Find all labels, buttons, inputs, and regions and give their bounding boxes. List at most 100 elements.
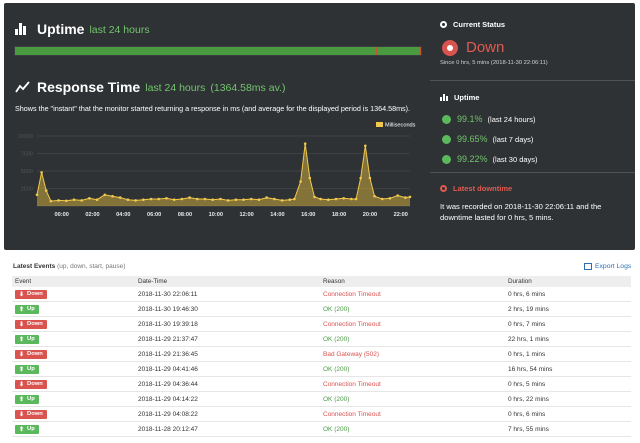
duration-cell: 7 hrs, 55 mins xyxy=(508,425,549,433)
data-point xyxy=(49,199,53,203)
latest-downtime-header: Latest downtime xyxy=(430,179,630,197)
data-point xyxy=(249,197,253,201)
data-point xyxy=(180,197,184,201)
data-point xyxy=(313,195,316,199)
x-tick-label: 20:00 xyxy=(363,212,377,218)
uptime-period: (last 7 days) xyxy=(492,134,534,144)
status-text: Down xyxy=(466,39,505,56)
column-header-datetime: Date-Time xyxy=(138,278,168,285)
uptime-box-title: Uptime xyxy=(454,92,480,102)
data-point xyxy=(368,176,372,180)
arrow-down-icon: ⬇ xyxy=(19,291,25,298)
latest-downtime-title: Latest downtime xyxy=(453,183,513,193)
data-point xyxy=(219,197,222,201)
data-point xyxy=(359,176,362,180)
table-body: ⬇ Down 2018-11-30 22:06:11 Connection Timeo… xyxy=(12,287,631,437)
latest-downtime-box: Latest downtime It was recorded on 2018-… xyxy=(430,179,630,223)
event-label: Down xyxy=(27,381,43,387)
events-subtitle: (up, down, start, pause) xyxy=(57,263,126,270)
event-badge: ⬆ Up xyxy=(15,394,39,404)
table-row: ⬆ Up 2018-11-29 21:37:47 OK (200) 22 hrs, 1 … xyxy=(12,332,631,347)
event-cell: ⬇ Down xyxy=(12,379,138,389)
uptime-percent: 99.22% xyxy=(457,154,488,164)
uptime-row: 99.22% (last 30 days) xyxy=(430,149,630,169)
x-tick-label: 10:00 xyxy=(209,212,223,218)
event-cell: ⬆ Up xyxy=(12,334,138,344)
data-point xyxy=(157,197,161,201)
data-point xyxy=(165,197,168,200)
datetime-cell: 2018-11-28 20:12:47 xyxy=(138,425,198,433)
arrow-up-icon: ⬆ xyxy=(19,396,25,403)
uptime-period: (last 24 hours) xyxy=(487,114,536,124)
response-time-chart[interactable]: 10000 7500 5000 2500 00:00 02:00 04:00 06:00 08:… xyxy=(10,118,422,228)
legend-label: Milliseconds xyxy=(385,123,416,129)
datetime-cell: 2018-11-29 21:36:45 xyxy=(138,350,198,358)
arrow-down-icon: ⬇ xyxy=(19,321,25,328)
x-tick-label: 22:00 xyxy=(394,212,408,218)
data-point xyxy=(111,194,114,198)
data-point xyxy=(299,180,302,183)
event-badge: ⬇ Down xyxy=(15,289,47,299)
datetime-cell: 2018-11-29 04:41:46 xyxy=(138,365,198,373)
x-tick-label: 06:00 xyxy=(147,212,161,218)
data-point xyxy=(134,199,137,202)
reason-cell: Bad Gateway (502) xyxy=(323,350,380,358)
uptime-heading: Uptime last 24 hours xyxy=(15,20,150,38)
data-point xyxy=(350,197,353,201)
divider xyxy=(430,172,635,173)
column-header-reason: Reason xyxy=(323,278,345,285)
x-tick-label: 02:00 xyxy=(85,212,99,218)
status-since: Since 0 hrs, 5 mins (2018-11-30 22:06:11… xyxy=(440,60,548,66)
data-point xyxy=(354,197,358,201)
main-panel: Uptime last 24 hours Response Time last … xyxy=(10,11,422,245)
arrow-down-icon: ⬇ xyxy=(19,351,25,358)
uptime-bar[interactable] xyxy=(14,46,422,56)
table-header: Event Date-Time Reason Duration xyxy=(12,276,631,287)
datetime-cell: 2018-11-30 19:39:18 xyxy=(138,320,198,328)
event-label: Up xyxy=(27,426,35,432)
alert-icon xyxy=(440,184,447,192)
export-logs-link[interactable]: Export Logs xyxy=(584,263,631,270)
column-header-event: Event xyxy=(15,278,32,285)
data-point xyxy=(35,193,39,197)
table-row: ⬆ Up 2018-11-29 04:14:22 OK (200) 0 hrs, 22 … xyxy=(12,392,631,407)
event-cell: ⬆ Up xyxy=(12,394,138,404)
status-dot-icon xyxy=(442,114,451,124)
data-point xyxy=(327,198,330,201)
arrow-down-icon: ⬇ xyxy=(19,411,25,418)
data-point xyxy=(103,193,107,197)
arrow-down-icon: ⬇ xyxy=(19,381,25,388)
event-badge: ⬇ Down xyxy=(15,379,47,389)
table-row: ⬆ Up 2018-11-29 04:41:46 OK (200) 16 hrs, 54… xyxy=(12,362,631,377)
event-label: Up xyxy=(27,396,35,402)
arrow-up-icon: ⬆ xyxy=(19,306,25,313)
current-status-box: Current Status Down Since 0 hrs, 5 mins … xyxy=(430,15,630,66)
reason-cell: OK (200) xyxy=(323,425,350,433)
table-row: ⬇ Down 2018-11-29 21:36:45 Bad Gateway (502… xyxy=(12,347,631,362)
events-title: Latest Events xyxy=(13,263,56,270)
data-point xyxy=(195,197,199,201)
data-point xyxy=(234,198,238,201)
export-logs-label: Export Logs xyxy=(595,263,632,270)
event-cell: ⬇ Down xyxy=(12,349,138,359)
table-row: ⬆ Up 2018-11-28 20:12:47 OK (200) 7 hrs, 55 … xyxy=(12,422,631,437)
x-tick-label: 14:00 xyxy=(270,212,284,218)
x-tick-label: 04:00 xyxy=(116,212,130,218)
arrow-up-icon: ⬆ xyxy=(19,426,25,433)
data-point xyxy=(142,198,145,201)
data-point xyxy=(342,197,346,200)
event-badge: ⬆ Up xyxy=(15,304,39,314)
event-badge: ⬆ Up xyxy=(15,364,39,374)
event-cell: ⬇ Down xyxy=(12,289,138,299)
data-point xyxy=(280,199,284,202)
data-point xyxy=(373,194,376,198)
reason-cell: OK (200) xyxy=(323,395,350,403)
export-icon xyxy=(584,263,592,270)
data-point xyxy=(95,198,99,201)
duration-cell: 0 hrs, 1 mins xyxy=(508,350,546,358)
uptime-row: 99.1% (last 24 hours) xyxy=(430,109,630,129)
data-point xyxy=(396,194,399,197)
reason-cell: Connection Timeout xyxy=(323,320,381,328)
y-tick-label: 5000 xyxy=(21,169,33,175)
